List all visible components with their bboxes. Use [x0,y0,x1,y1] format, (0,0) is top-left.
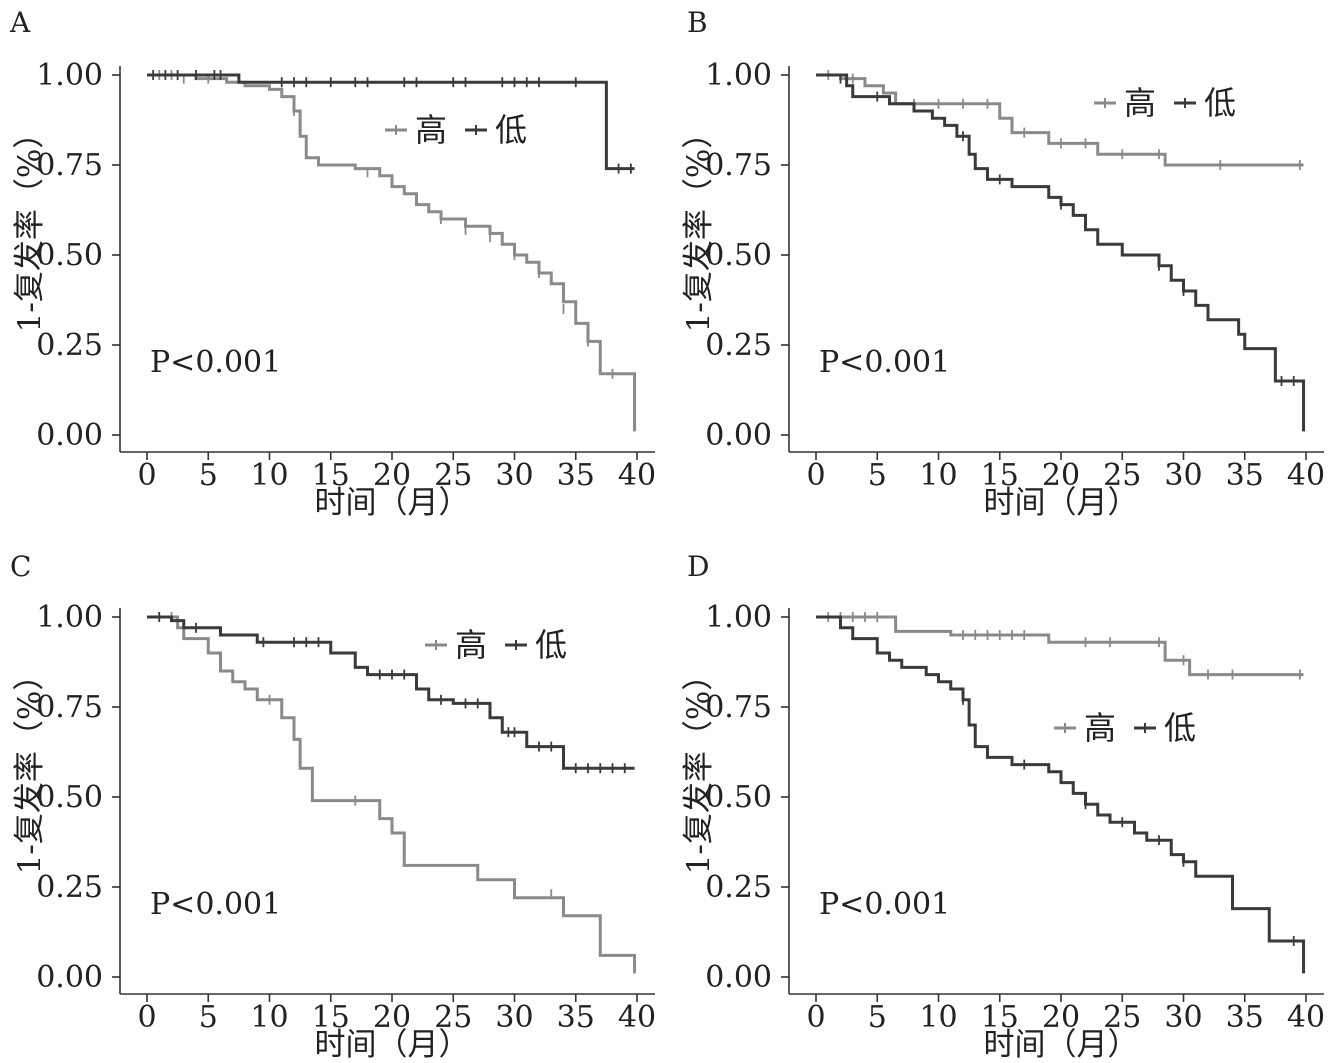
legend-label-high: 高 [1084,709,1116,747]
x-axis-title: 时间（月） [984,1027,1139,1063]
panel-label: A [9,6,31,39]
y-tick-label: 0.00 [36,418,103,453]
x-axis-title: 时间（月） [315,485,470,521]
y-tick-label: 1.00 [705,58,772,93]
x-tick-label: 10 [250,458,288,493]
panel-a: A 0.00 0.25 0.50 0.75 1.00 0 5 10 15 20 25 30 35 40 时间（… [9,6,656,521]
x-tick-label: 0 [806,458,825,493]
legend-label-low: 低 [1164,709,1196,747]
p-value: P<0.001 [819,887,950,922]
x-tick-label: 35 [557,458,595,493]
legend-label-high: 高 [1124,84,1156,122]
y-tick-label: 0.25 [36,870,103,905]
x-tick-label: 15 [981,1000,1019,1035]
panel-c: C 0.00 0.25 0.50 0.75 1.00 0 5 10 15 20 25 30 35 40 时间（… [10,550,656,1063]
y-tick-label: 0.75 [705,690,772,725]
x-tick-label: 30 [1164,458,1202,493]
x-tick-label: 25 [434,1000,472,1035]
x-tick-label: 35 [557,1000,595,1035]
y-tick-label: 0.75 [36,690,103,725]
x-tick-label: 5 [199,1000,218,1035]
panel-b: B 0.00 0.25 0.50 0.75 1.00 0 5 10 15 20 25 30 35 40 时间（… [681,6,1325,521]
curve-high [816,73,1304,167]
y-tick-label: 0.50 [705,780,772,815]
p-value: P<0.001 [150,345,281,380]
x-tick-label: 20 [1042,458,1080,493]
x-tick-label: 40 [1287,458,1325,493]
x-tick-label: 35 [1226,458,1264,493]
x-tick-label: 0 [137,458,156,493]
legend: 高低 [385,111,527,149]
y-tick-label: 0.00 [705,418,772,453]
x-tick-label: 20 [373,458,411,493]
x-tick-label: 35 [1226,1000,1264,1035]
p-value: P<0.001 [819,345,950,380]
y-axis-title: 1-复发率（%） [12,660,48,875]
y-axis-title: 1-复发率（%） [681,118,717,333]
y-tick-label: 0.75 [705,148,772,183]
x-tick-label: 30 [495,458,533,493]
y-tick-label: 0.25 [705,870,772,905]
y-tick-label: 0.50 [36,780,103,815]
x-tick-label: 5 [199,458,218,493]
x-tick-label: 40 [1287,1000,1325,1035]
y-tick-label: 1.00 [36,600,103,635]
x-tick-label: 20 [373,1000,411,1035]
y-tick-label: 1.00 [705,600,772,635]
x-tick-label: 5 [868,1000,887,1035]
x-tick-label: 25 [1103,1000,1141,1035]
panel-label: D [687,550,709,583]
y-tick-label: 0.25 [36,328,103,363]
x-tick-label: 10 [919,1000,957,1035]
y-tick-label: 0.00 [36,960,103,995]
panel-label: B [687,6,708,39]
x-tick-label: 20 [1042,1000,1080,1035]
legend: 高低 [425,626,567,664]
x-tick-label: 15 [312,458,350,493]
y-tick-label: 1.00 [36,58,103,93]
x-tick-label: 15 [312,1000,350,1035]
x-tick-label: 10 [919,458,957,493]
legend-label-high: 高 [415,111,447,149]
x-tick-label: 15 [981,458,1019,493]
curve-high [147,615,637,974]
x-tick-label: 25 [434,458,472,493]
curve-low [816,615,1306,974]
legend: 高低 [1094,84,1236,122]
x-tick-label: 5 [868,458,887,493]
panel-d: D 0.00 0.25 0.50 0.75 1.00 0 5 10 15 20 25 30 35 40 时间（… [681,550,1325,1063]
legend-label-low: 低 [535,626,567,664]
curve-high [816,615,1304,677]
panel-label: C [10,550,31,583]
y-tick-label: 0.25 [705,328,772,363]
legend: 高低 [1054,709,1196,747]
x-tick-label: 40 [618,458,656,493]
curve-low [147,73,635,171]
y-tick-label: 0.50 [36,238,103,273]
y-tick-label: 0.50 [705,238,772,273]
y-tick-label: 0.00 [705,960,772,995]
x-tick-label: 10 [250,1000,288,1035]
x-axis-title: 时间（月） [315,1027,470,1063]
x-tick-label: 0 [806,1000,825,1035]
x-tick-label: 30 [495,1000,533,1035]
legend-label-low: 低 [1204,84,1236,122]
y-tick-label: 0.75 [36,148,103,183]
x-tick-label: 40 [618,1000,656,1035]
x-tick-label: 0 [137,1000,156,1035]
y-axis-title: 1-复发率（%） [12,118,48,333]
legend-label-low: 低 [495,111,527,149]
p-value: P<0.001 [150,887,281,922]
x-tick-label: 30 [1164,1000,1202,1035]
y-axis-title: 1-复发率（%） [681,660,717,875]
x-tick-label: 25 [1103,458,1141,493]
legend-label-high: 高 [455,626,487,664]
x-axis-title: 时间（月） [984,485,1139,521]
